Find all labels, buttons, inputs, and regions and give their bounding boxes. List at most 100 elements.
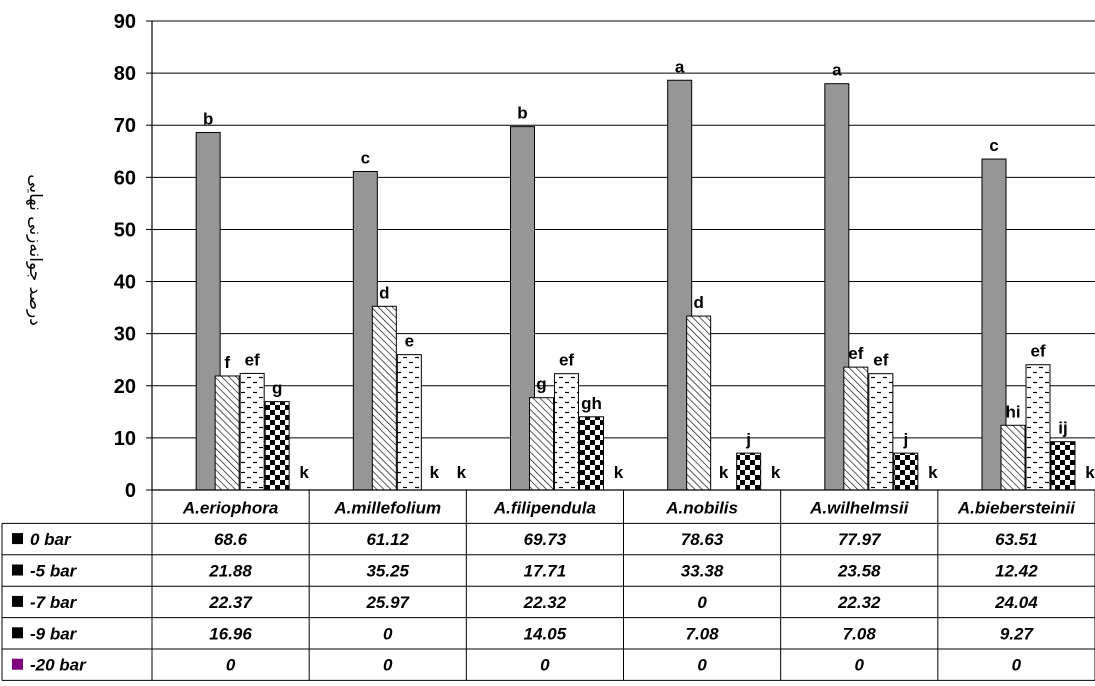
significance-letter: ef — [848, 344, 863, 363]
significance-letter: ef — [873, 351, 888, 370]
y-tick-label: 60 — [114, 167, 136, 189]
significance-letter: k — [1085, 463, 1095, 482]
y-tick-label: 20 — [114, 376, 136, 398]
data-value-label: 22.32 — [837, 593, 881, 612]
data-value-label: 12.42 — [995, 562, 1038, 581]
significance-letter: g — [272, 379, 282, 398]
data-value-label: 24.04 — [994, 593, 1038, 612]
bar — [686, 315, 712, 491]
legend-series-name: -20 bar — [30, 656, 87, 675]
data-value-label: 0 — [855, 656, 865, 675]
data-value-label: 14.05 — [524, 624, 567, 643]
significance-letter: k — [928, 463, 938, 482]
data-value-label: 33.38 — [681, 562, 724, 581]
data-value-label: 63.51 — [995, 530, 1038, 549]
bar — [736, 452, 762, 491]
significance-letter: ef — [559, 351, 574, 370]
significance-letter: k — [719, 463, 729, 482]
y-tick-label: 30 — [114, 324, 136, 346]
data-value-label: 35.25 — [366, 562, 409, 581]
data-value-label: 0 — [540, 656, 550, 675]
data-value-label: 68.6 — [214, 530, 248, 549]
significance-letter: k — [771, 463, 781, 482]
bar — [239, 372, 265, 491]
y-tick-label: 80 — [114, 63, 136, 85]
x-category-label: A.eriophora — [182, 499, 278, 518]
gridlines — [152, 20, 1095, 439]
x-category-label: A.wilhelmsii — [809, 499, 910, 518]
bar — [843, 366, 869, 491]
data-value-label: 25.97 — [365, 593, 410, 612]
bar — [554, 373, 579, 491]
significance-letter: c — [361, 148, 370, 167]
bar — [529, 397, 554, 491]
bar — [1025, 364, 1051, 491]
bar — [1050, 441, 1076, 491]
x-category-label: A.filipendula — [493, 499, 596, 518]
legend-key — [12, 595, 23, 607]
bar — [868, 373, 894, 491]
significance-letter: e — [405, 332, 414, 351]
data-value-label: 0 — [1012, 656, 1022, 675]
y-tick-label: 10 — [114, 428, 136, 450]
legend-key — [12, 564, 23, 576]
bars — [152, 79, 1095, 491]
data-value-label: 9.27 — [1000, 624, 1035, 643]
legend-series-name: -5 bar — [30, 562, 78, 581]
bar — [1000, 424, 1026, 491]
y-tick-label: 70 — [114, 115, 136, 137]
data-value-label: 16.96 — [209, 624, 252, 643]
data-value-label: 23.58 — [837, 562, 881, 581]
significance-letter: j — [745, 430, 751, 449]
y-tick-label: 0 — [125, 480, 136, 502]
significance-letter: b — [203, 110, 213, 129]
data-value-label: 17.71 — [524, 562, 567, 581]
x-category-label: A.biebersteinii — [957, 499, 1076, 518]
data-value-label: 22.32 — [523, 593, 567, 612]
significance-letter: hi — [1005, 402, 1020, 421]
legend-key — [12, 658, 23, 670]
bar — [264, 401, 290, 491]
bar — [371, 305, 397, 491]
data-value-label: 21.88 — [208, 562, 252, 581]
significance-letter: k — [457, 463, 467, 482]
data-value-label: 61.12 — [366, 530, 409, 549]
significance-letter: d — [693, 293, 703, 312]
data-value-label: 0 — [697, 593, 707, 612]
bar — [214, 375, 240, 491]
y-tick-label: 90 — [114, 11, 136, 33]
significance-letter: ij — [1058, 419, 1067, 438]
y-tick-label: 50 — [114, 219, 136, 241]
significance-letter: ef — [245, 350, 260, 369]
y-axis-label: درصد جوانه‌زنی نهایی — [25, 174, 45, 326]
significance-letter: d — [379, 283, 389, 302]
x-category-label: A.millefolium — [333, 499, 441, 518]
significance-letter: j — [902, 430, 908, 449]
y-tick-label: 40 — [114, 272, 136, 294]
legend-series-name: 0 bar — [30, 530, 72, 549]
legend-key — [12, 627, 23, 639]
significance-letter: c — [989, 136, 998, 155]
data-value-label: 69.73 — [524, 530, 567, 549]
legend-series-name: -9 bar — [30, 624, 78, 643]
bar — [396, 354, 422, 491]
data-value-label: 7.08 — [686, 624, 720, 643]
data-value-label: 77.97 — [838, 530, 882, 549]
data-value-label: 7.08 — [843, 624, 877, 643]
data-value-label: 78.63 — [681, 530, 724, 549]
significance-letter: ef — [1030, 342, 1045, 361]
significance-letter: a — [675, 57, 685, 76]
significance-letter: k — [430, 463, 440, 482]
bar — [893, 452, 919, 491]
legend-series-name: -7 bar — [30, 593, 78, 612]
legend-key — [12, 533, 23, 545]
data-table: A.eriophora A.millefolium A.filipendula A.n… — [1, 490, 1095, 681]
data-value-label: 0 — [383, 624, 393, 643]
data-value-label: 0 — [697, 656, 707, 675]
significance-letter: g — [536, 375, 546, 394]
data-value-label: 22.37 — [208, 593, 253, 612]
data-value-label: 0 — [226, 656, 236, 675]
significance-letter: k — [299, 463, 309, 482]
